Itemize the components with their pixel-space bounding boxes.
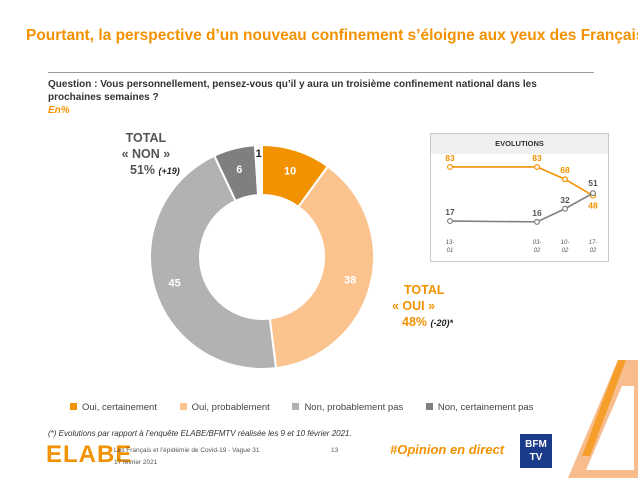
donut-data-label: 1 xyxy=(256,148,262,160)
donut-data-label: 6 xyxy=(236,164,242,176)
total-oui-subtitle: « OUI » xyxy=(392,299,436,313)
title-divider xyxy=(48,72,594,73)
total-non-value: 51% xyxy=(130,163,156,177)
page-number: 13 xyxy=(331,447,339,454)
legend-item-non-certainement-pas: Non, certainement pas xyxy=(425,402,534,413)
evolutions-panel: EVOLUTIONS xyxy=(430,133,609,262)
evolution-point xyxy=(562,205,569,212)
legend-label: Oui, probablement xyxy=(191,402,270,413)
legend-label: Non, probablement pas xyxy=(304,402,404,413)
evolution-x-tick: 02 xyxy=(562,248,569,254)
evolution-x-tick: 02 xyxy=(534,248,541,254)
evolutions-line-chart: 83 83 68 48 17 16 32 51 13- 01 03- 02 10- 02 17- 02 xyxy=(445,153,598,254)
evolution-value-label: 68 xyxy=(560,165,570,175)
evolution-value-label: 83 xyxy=(532,153,542,163)
footer-date: 17 février 2021 xyxy=(114,459,158,466)
legend-item-oui-certainement: Oui, certainement xyxy=(70,402,157,413)
total-non-subtitle: « NON » xyxy=(121,147,171,161)
donut-slice-oui-probablement xyxy=(268,164,375,370)
legend-swatch xyxy=(179,403,187,410)
elabe-triangle-decoration xyxy=(568,360,638,478)
evolution-value-label: 48 xyxy=(588,201,598,211)
legend-item-non-probablement-pas: Non, probablement pas xyxy=(292,402,403,413)
total-oui-block: TOTAL « OUI » 48% (-20)* xyxy=(392,282,453,331)
total-oui-value: 48% xyxy=(402,315,428,329)
evolution-x-tick: 02 xyxy=(590,248,597,254)
evolution-value-label: 83 xyxy=(445,153,455,163)
donut-slice-non-probablement-pas xyxy=(149,154,278,370)
chart-legend: Oui, certainement Oui, probablement Non,… xyxy=(70,402,553,413)
slide-title: Pourtant, la perspective d’un nouveau co… xyxy=(26,27,638,44)
evolution-series-line xyxy=(449,192,594,223)
evolution-point xyxy=(590,190,597,197)
footer-source: Les Français et l’épidémie de Covid-19 -… xyxy=(114,447,260,454)
donut-data-label: 10 xyxy=(284,165,296,177)
legend-swatch xyxy=(292,403,300,410)
total-oui-delta: (-20)* xyxy=(430,318,454,328)
evolution-point xyxy=(533,218,540,225)
donut-data-label: 38 xyxy=(344,275,356,287)
evolution-x-tick: 03- xyxy=(533,240,542,246)
evolution-value-label: 51 xyxy=(588,178,598,188)
hashtag: #Opinion en direct xyxy=(390,442,505,457)
unit-label: En% xyxy=(48,105,70,116)
donut-data-label: 45 xyxy=(168,277,180,289)
evolution-point xyxy=(447,218,454,225)
evolution-value-label: 17 xyxy=(445,207,455,217)
legend-label: Non, certainement pas xyxy=(437,402,534,413)
total-non-block: TOTAL « NON » 51% (+19) xyxy=(112,130,180,179)
survey-question: Question : Vous personnellement, pensez-… xyxy=(48,79,537,103)
total-non-title: TOTAL xyxy=(125,131,167,145)
evolution-x-tick: 13- xyxy=(446,240,455,246)
footnote: (*) Evolutions par rapport à l’enquête E… xyxy=(48,429,352,438)
legend-swatch xyxy=(70,403,77,410)
legend-swatch xyxy=(425,403,433,410)
evolution-point xyxy=(562,176,569,183)
legend-label: Oui, certainement xyxy=(82,402,157,413)
evolution-x-tick: 10- xyxy=(561,240,570,246)
evolution-value-label: 16 xyxy=(532,208,542,218)
evolution-point xyxy=(533,163,540,170)
evolution-point xyxy=(447,163,454,170)
total-non-delta: (+19) xyxy=(158,166,180,176)
evolution-series-line xyxy=(450,166,594,197)
evolution-value-label: 32 xyxy=(560,195,570,205)
donut-slice-other xyxy=(253,143,263,197)
evolution-x-tick: 01 xyxy=(447,248,454,254)
elabe-logo: ELABE xyxy=(46,441,133,468)
evolutions-title: EVOLUTIONS xyxy=(431,134,608,154)
legend-item-oui-probablement: Oui, probablement xyxy=(179,402,270,413)
bfmtv-logo: BFM TV xyxy=(520,434,552,468)
total-oui-title: TOTAL xyxy=(404,283,445,297)
evolution-x-tick: 17- xyxy=(589,240,598,246)
